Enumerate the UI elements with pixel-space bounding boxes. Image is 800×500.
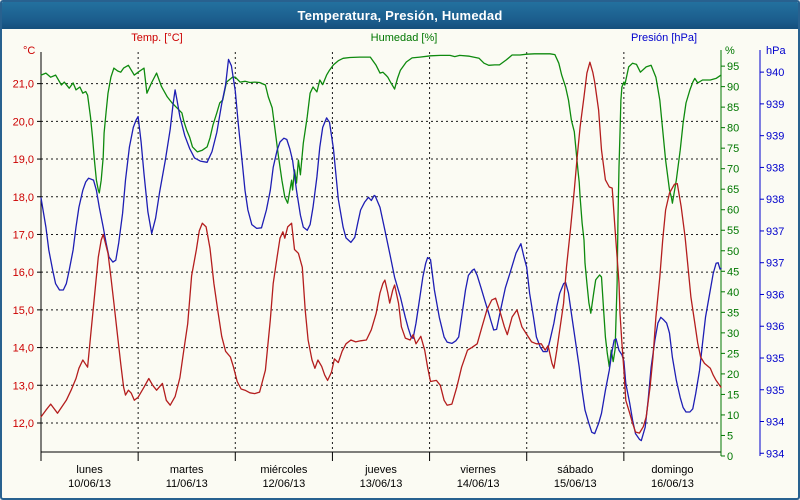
humidity-axis-tick-label: 35 — [727, 307, 739, 319]
humidity-axis-tick-label: 10 — [727, 410, 739, 422]
humidity-axis-tick-label: 70 — [727, 164, 739, 176]
pressure-axis-tick-label: 934 — [766, 417, 784, 429]
day-name-label: lunes — [76, 464, 103, 476]
title-bar: Temperatura, Presión, Humedad — [2, 2, 798, 29]
series-humedad — [40, 53, 722, 368]
pressure-axis-tick-label: 939 — [766, 131, 784, 143]
humidity-axis-tick-label: 30 — [727, 328, 739, 340]
day-name-label: martes — [170, 464, 204, 476]
humidity-axis-tick-label: 75 — [727, 143, 739, 155]
day-date-label: 13/06/13 — [360, 478, 403, 490]
pressure-axis-tick-label: 938 — [766, 194, 784, 206]
humidity-axis-tick-label: 90 — [727, 82, 739, 94]
humidity-axis-tick-label: 0 — [727, 451, 733, 463]
temp-axis-tick-label: 13,0 — [13, 380, 34, 392]
temp-axis-tick-label: 14,0 — [13, 343, 34, 355]
humidity-axis-tick-label: 55 — [727, 225, 739, 237]
day-name-label: miércoles — [260, 464, 308, 476]
humidity-axis-tick-label: 45 — [727, 266, 739, 278]
day-date-label: 16/06/13 — [651, 478, 694, 490]
pressure-axis-tick-label: 938 — [766, 162, 784, 174]
pressure-axis-tick-label: 937 — [766, 226, 784, 238]
day-name-label: jueves — [364, 464, 397, 476]
humidity-axis-tick-label: 50 — [727, 246, 739, 258]
day-date-label: 11/06/13 — [166, 478, 208, 490]
humidity-series-label: Humedad [%] — [370, 32, 438, 44]
pressure-axis-tick-label: 939 — [766, 99, 784, 111]
day-date-label: 10/06/13 — [68, 478, 111, 490]
series-temperatura — [40, 61, 722, 434]
day-date-label: 12/06/13 — [262, 478, 305, 490]
temp-axis-unit-label: °C — [23, 45, 36, 57]
series-presión — [40, 58, 722, 442]
window-title: Temperatura, Presión, Humedad — [297, 8, 503, 23]
temp-axis-tick-label: 18,0 — [13, 192, 34, 204]
humidity-axis-tick-label: 60 — [727, 205, 739, 217]
pressure-axis-tick-label: 937 — [766, 258, 784, 270]
humidity-axis-tick-label: 65 — [727, 184, 739, 196]
pressure-series-label: Presión [hPa] — [630, 32, 698, 44]
temperature-series-label: Temp. [°C] — [131, 32, 183, 44]
day-date-label: 14/06/13 — [457, 478, 500, 490]
humidity-axis-tick-label: 20 — [727, 369, 739, 381]
temp-axis-tick-label: 16,0 — [13, 267, 34, 279]
temp-axis-tick-label: 15,0 — [13, 305, 34, 317]
humidity-axis-tick-label: 5 — [727, 430, 733, 442]
pressure-axis-tick-label: 935 — [766, 385, 784, 397]
pressure-axis-unit-label: hPa — [766, 45, 786, 57]
humidity-axis-tick-label: 40 — [727, 287, 739, 299]
day-name-label: domingo — [651, 464, 693, 476]
day-name-label: sábado — [557, 464, 593, 476]
pressure-axis-tick-label: 934 — [766, 448, 784, 460]
pressure-axis-tick-label: 936 — [766, 321, 784, 333]
humidity-axis-unit-label: % — [725, 45, 735, 57]
day-name-label: viernes — [460, 464, 496, 476]
humidity-axis-tick-label: 80 — [727, 123, 739, 135]
temp-axis-tick-label: 17,0 — [13, 229, 34, 241]
humidity-axis-tick-label: 95 — [727, 61, 739, 73]
temp-axis-tick-label: 19,0 — [13, 154, 34, 166]
pressure-axis-tick-label: 936 — [766, 289, 784, 301]
humidity-axis-tick-label: 85 — [727, 102, 739, 114]
humidity-axis-tick-label: 15 — [727, 389, 739, 401]
temp-axis-tick-label: 12,0 — [13, 418, 34, 430]
day-date-label: 15/06/13 — [554, 478, 597, 490]
humidity-axis-tick-label: 25 — [727, 348, 739, 360]
temp-axis-tick-label: 21,0 — [13, 79, 34, 91]
pressure-axis-tick-label: 940 — [766, 67, 784, 79]
temp-axis-tick-label: 20,0 — [13, 116, 34, 128]
pressure-axis-tick-label: 935 — [766, 353, 784, 365]
